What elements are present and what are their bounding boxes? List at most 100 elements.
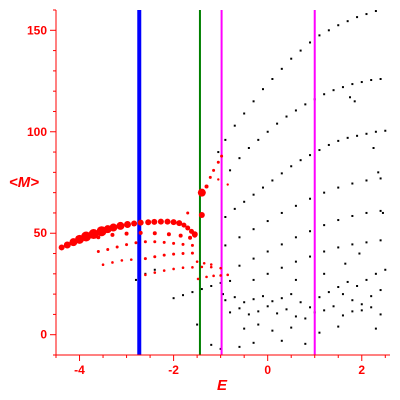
highlighted-data-point bbox=[202, 261, 206, 265]
data-point bbox=[318, 34, 321, 37]
highlighted-data-point bbox=[212, 274, 215, 278]
data-point bbox=[370, 306, 373, 309]
data-point bbox=[243, 327, 246, 330]
data-point bbox=[337, 24, 340, 27]
data-point bbox=[309, 154, 312, 157]
data-point bbox=[327, 291, 330, 294]
highlighted-data-point bbox=[200, 265, 204, 269]
data-point bbox=[379, 78, 382, 80]
highlighted-data-point bbox=[219, 274, 222, 277]
data-point bbox=[233, 124, 236, 127]
highlighted-data-point bbox=[58, 244, 65, 251]
data-point bbox=[323, 250, 326, 253]
highlighted-data-point bbox=[116, 221, 125, 230]
highlighted-data-point bbox=[96, 250, 100, 253]
data-point bbox=[365, 211, 368, 214]
highlighted-data-point bbox=[115, 245, 119, 249]
data-point bbox=[299, 159, 302, 162]
data-point bbox=[337, 219, 340, 222]
data-point bbox=[351, 310, 354, 313]
data-point bbox=[360, 81, 363, 84]
data-point bbox=[374, 130, 377, 133]
data-point bbox=[299, 49, 302, 52]
data-point bbox=[309, 255, 312, 258]
data-point bbox=[318, 149, 321, 152]
data-point bbox=[379, 177, 382, 180]
data-point bbox=[294, 278, 297, 281]
data-point bbox=[252, 298, 255, 301]
data-point bbox=[327, 143, 330, 146]
highlighted-data-point bbox=[181, 242, 185, 246]
data-point bbox=[243, 301, 246, 304]
data-point bbox=[266, 130, 269, 133]
highlighted-data-point bbox=[134, 241, 138, 245]
highlighted-data-point bbox=[178, 233, 183, 238]
data-point bbox=[384, 7, 386, 9]
highlighted-data-point bbox=[191, 266, 194, 269]
data-point bbox=[153, 268, 156, 271]
highlighted-data-point bbox=[186, 211, 190, 215]
data-point bbox=[294, 315, 297, 318]
highlighted-data-point bbox=[63, 241, 71, 249]
highlighted-data-point bbox=[208, 175, 212, 179]
data-point bbox=[210, 343, 213, 346]
data-point bbox=[294, 260, 297, 263]
highlighted-data-point bbox=[110, 232, 115, 237]
data-point bbox=[299, 301, 302, 304]
data-point bbox=[210, 285, 213, 287]
data-point bbox=[379, 289, 382, 292]
data-point bbox=[351, 299, 354, 302]
data-point bbox=[172, 297, 175, 300]
data-point bbox=[337, 286, 340, 289]
data-point bbox=[243, 200, 246, 203]
data-point bbox=[182, 294, 185, 297]
data-point bbox=[247, 313, 250, 316]
data-point bbox=[217, 151, 220, 154]
data-point bbox=[224, 299, 227, 302]
data-point bbox=[224, 244, 227, 247]
data-point bbox=[233, 296, 236, 299]
data-point bbox=[370, 79, 373, 82]
data-point bbox=[309, 230, 312, 233]
data-point bbox=[356, 16, 359, 19]
data-point bbox=[290, 165, 293, 168]
data-point bbox=[341, 293, 344, 296]
data-point bbox=[294, 236, 297, 239]
data-point bbox=[337, 325, 340, 328]
data-point bbox=[304, 317, 307, 320]
highlighted-data-point bbox=[172, 267, 175, 271]
highlighted-data-point bbox=[190, 243, 194, 247]
data-point bbox=[276, 122, 279, 125]
data-point bbox=[337, 139, 340, 142]
data-point bbox=[377, 171, 380, 174]
highlighted-data-point bbox=[111, 261, 114, 264]
data-point bbox=[327, 29, 330, 32]
highlighted-data-point bbox=[191, 231, 198, 238]
data-point bbox=[323, 93, 326, 96]
data-point bbox=[238, 236, 241, 239]
data-point bbox=[224, 138, 227, 141]
data-point bbox=[309, 306, 312, 309]
highlighted-data-point bbox=[120, 259, 124, 262]
data-point bbox=[280, 67, 283, 70]
data-point bbox=[294, 109, 297, 112]
highlighted-data-point bbox=[226, 273, 230, 277]
data-point bbox=[266, 250, 269, 253]
data-point bbox=[365, 13, 368, 16]
data-point bbox=[351, 243, 354, 246]
highlighted-data-point bbox=[145, 219, 152, 226]
highlighted-data-point bbox=[219, 266, 222, 270]
data-point bbox=[191, 291, 194, 294]
data-point bbox=[379, 313, 382, 316]
data-point bbox=[280, 339, 283, 342]
x-tick-label: -2 bbox=[168, 363, 179, 377]
highlighted-data-point bbox=[138, 230, 143, 235]
data-point bbox=[323, 191, 326, 194]
data-point bbox=[261, 186, 264, 189]
highlighted-data-point bbox=[162, 240, 166, 244]
data-point bbox=[337, 246, 340, 249]
y-tick-label: 0 bbox=[40, 328, 47, 342]
highlighted-data-point bbox=[198, 211, 205, 218]
data-point bbox=[384, 129, 387, 132]
data-point bbox=[229, 311, 232, 314]
